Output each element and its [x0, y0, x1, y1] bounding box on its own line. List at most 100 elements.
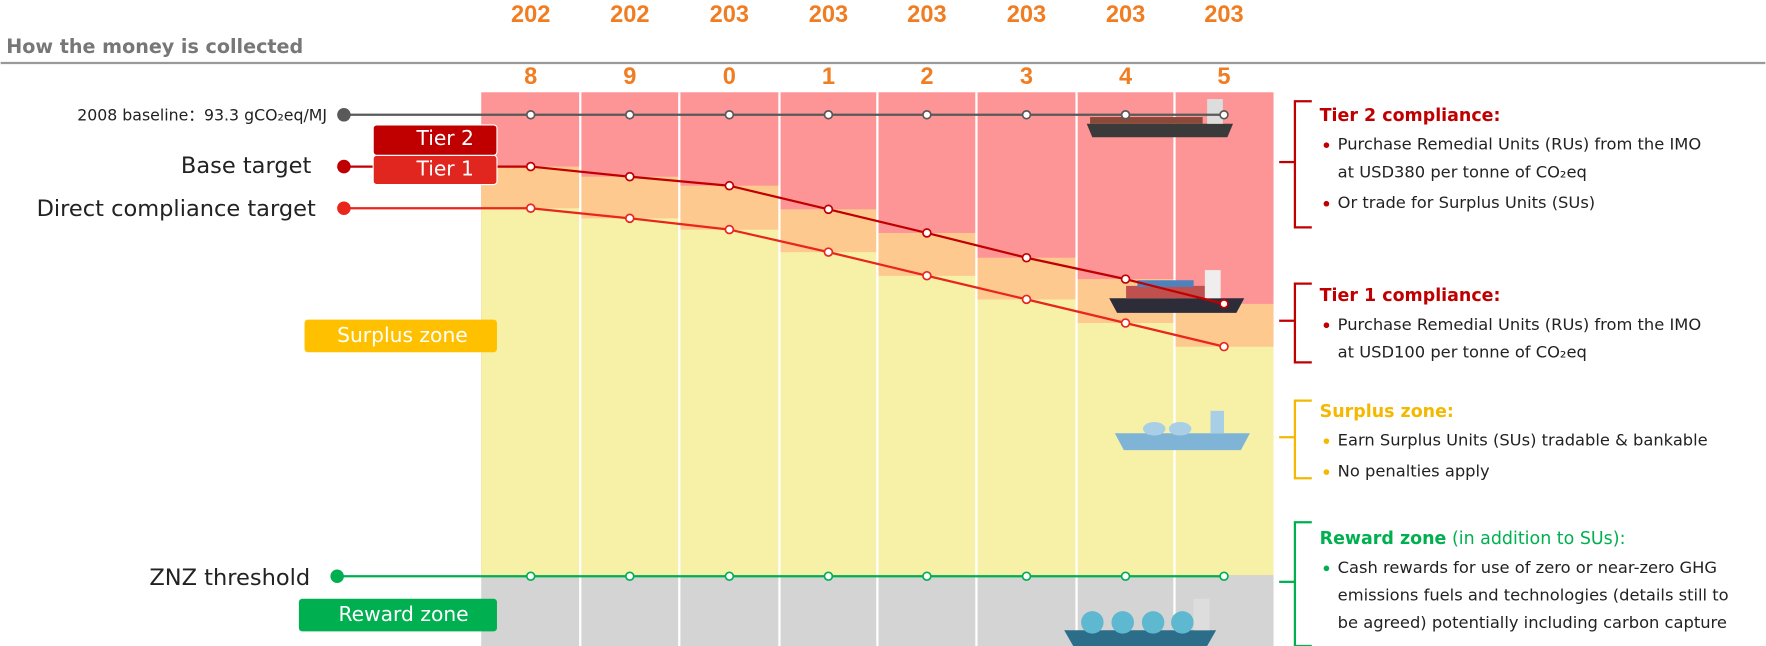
base-target-point [1219, 299, 1229, 309]
base-target-point [922, 228, 932, 238]
header-title: How the money is collected [6, 35, 303, 58]
base-target-point [724, 180, 735, 191]
base-target-label: Base target [181, 153, 312, 179]
bullet-dot [1323, 322, 1330, 329]
legend: Tier 2 compliance: Purchase Remedial Unit… [1279, 100, 1729, 646]
year-top: 202 [511, 2, 550, 28]
reward-box [298, 598, 497, 632]
direct-target-point [823, 247, 834, 257]
surplus-area [1174, 346, 1274, 576]
orange-band [877, 232, 977, 276]
year-top: 203 [710, 2, 749, 28]
base-target-point [823, 204, 834, 215]
legend-bullet: Or trade for Surplus Units (SUs) [1338, 193, 1596, 212]
step-areas [481, 92, 1274, 646]
tier2-text: Tier 2 [415, 126, 473, 150]
year-bottom: 4 [1119, 64, 1133, 90]
bullet-dot [1323, 142, 1330, 148]
direct-target-point [922, 270, 932, 281]
base-target-point [624, 171, 635, 182]
surplus-area [679, 229, 780, 576]
year-top: 203 [1007, 2, 1046, 28]
orange-band [481, 166, 581, 209]
legend-bullet: Cash rewards for use of zero or near-zer… [1338, 558, 1717, 577]
legend-bullet: Purchase Remedial Units (RUs) from the I… [1338, 135, 1701, 154]
surplus-area [779, 252, 878, 576]
baseline-point [823, 110, 834, 120]
base-target-point [1021, 252, 1032, 263]
year-bottom: 2 [920, 64, 933, 90]
surplus-area [976, 299, 1077, 576]
year-labels: 202 8 202 9 203 0 203 1 203 2 203 3 203 4 203 5 [511, 2, 1244, 90]
year-top: 203 [809, 2, 848, 28]
baseline-label: 2008 baseline：93.3 gCO₂eq/MJ [77, 105, 327, 124]
direct-target-label: Direct compliance target [37, 196, 316, 222]
znz-threshold-point [1120, 571, 1131, 582]
baseline-point [624, 110, 635, 120]
year-bottom: 9 [623, 64, 636, 90]
direct-target-point [1120, 318, 1131, 328]
reward-text: Reward zone [338, 602, 468, 626]
direct-target-point [1021, 294, 1032, 305]
year-bottom: 3 [1020, 64, 1033, 90]
bullet-dot [1323, 200, 1330, 207]
znz-threshold-point [1219, 571, 1229, 582]
baseline-point [1219, 110, 1229, 120]
direct-target-point [1219, 341, 1229, 352]
year-top: 203 [1204, 2, 1243, 28]
year-bottom: 0 [723, 64, 736, 90]
target-lines [330, 108, 1229, 583]
legend-bullet: at USD100 per tonne of CO₂eq [1338, 342, 1587, 361]
baseline-point [1120, 110, 1131, 120]
base-target-point [1120, 274, 1131, 284]
legend-bullet: be agreed) potentially including carbon … [1338, 613, 1727, 632]
legend-bullet: No penalties apply [1338, 462, 1490, 481]
surplus-area [481, 208, 581, 576]
surplus-area [580, 218, 680, 576]
znz-threshold-point [624, 571, 635, 582]
direct-target-point [525, 203, 536, 213]
year-bottom: 8 [524, 64, 537, 90]
orange-band [779, 209, 878, 253]
znz-threshold-point [922, 571, 932, 582]
orange-band [679, 185, 780, 230]
bullet-dot [1323, 438, 1330, 444]
year-bottom: 1 [822, 64, 835, 90]
orange-band [580, 176, 680, 219]
direct-target-start [337, 201, 351, 215]
baseline-point [922, 110, 932, 120]
baseline-point [1021, 110, 1032, 120]
year-top: 203 [1106, 2, 1145, 28]
legend-bullet: Purchase Remedial Units (RUs) from the I… [1338, 315, 1701, 334]
legend-bracket [1293, 521, 1312, 646]
orange-band [976, 257, 1077, 300]
year-top: 203 [907, 2, 946, 28]
legend-bracket [1293, 399, 1312, 480]
znz-threshold-point [823, 571, 834, 582]
surplus-text: Surplus zone [337, 323, 468, 347]
baseline-start [337, 108, 351, 122]
tier1-text: Tier 1 [415, 156, 473, 180]
direct-target-point [724, 224, 735, 235]
znz-label: ZNZ threshold [149, 565, 310, 591]
surplus-box [304, 319, 497, 353]
ship-icons [1064, 99, 1250, 646]
znz-threshold-point [1021, 571, 1032, 582]
legend-bullet: Earn Surplus Units (SUs) tradable & bank… [1338, 431, 1708, 450]
legend-title-note: (in addition to SUs): [1452, 529, 1626, 549]
baseline-point [525, 110, 536, 120]
base-target-point [525, 161, 536, 172]
legend-title: Tier 1 compliance: [1320, 286, 1501, 306]
legend-bracket [1293, 282, 1312, 364]
znz-threshold-point [724, 571, 735, 582]
legend-bracket [1293, 100, 1312, 229]
znz-threshold-start [330, 569, 344, 583]
tier2-box [372, 124, 498, 156]
base-target-start [337, 159, 351, 174]
bullet-dot [1323, 469, 1330, 475]
legend-bullet: at USD380 per tonne of CO₂eq [1338, 162, 1587, 181]
legend-title: Tier 2 compliance: [1320, 106, 1501, 126]
direct-target-point [624, 213, 635, 224]
bullet-dot [1323, 565, 1330, 572]
